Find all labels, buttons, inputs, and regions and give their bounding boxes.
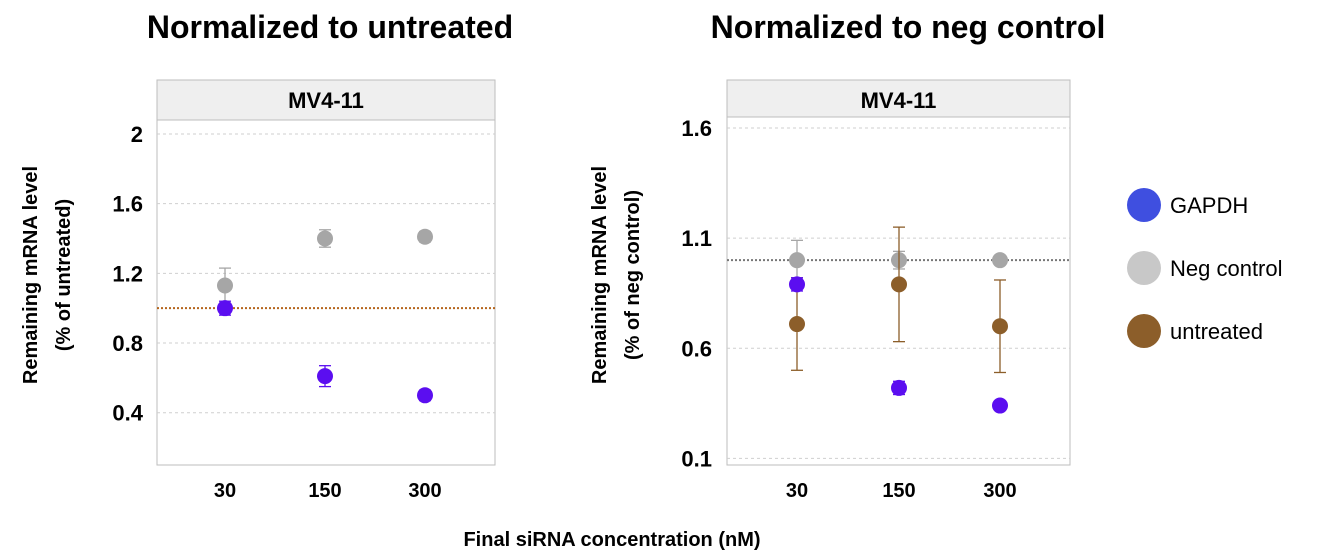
left-facet-label: MV4-11 <box>288 88 364 113</box>
left-x-tick-label: 30 <box>214 480 236 502</box>
legend-label: untreated <box>1170 319 1263 344</box>
right-point-untreated <box>789 316 805 333</box>
left-x-tick-label: 150 <box>308 480 341 502</box>
left-point-gapdh <box>217 300 233 317</box>
right-y-tick-label: 1.1 <box>681 226 712 251</box>
right-x-tick-label: 150 <box>882 480 915 502</box>
left-y-tick-label: 1.2 <box>112 261 143 286</box>
right-chart-title: Normalized to neg control <box>711 9 1106 45</box>
left-panel: MV4-11 0.4 0.8 1.2 1.6 2 30 150 300 Remaining mRN… <box>20 79 496 502</box>
legend-label: Neg control <box>1170 256 1283 281</box>
chart-panels: MV4-11 0.4 0.8 1.2 1.6 2 30 150 300 Remaining mRN… <box>20 79 1071 502</box>
right-panel: MV4-11 0.1 0.6 1.1 1.6 30 150 300 Remaining mRNA… <box>589 79 1071 502</box>
left-y-tick-label: 2 <box>131 122 143 147</box>
right-y-axis-label: (% of neg control) <box>622 190 644 360</box>
left-y-axis-label: (% of untreated) <box>53 199 75 351</box>
right-y-tick-label: 0.6 <box>681 336 712 361</box>
right-point-untreated <box>992 318 1008 335</box>
left-y-tick-label: 1.6 <box>112 192 143 217</box>
right-x-tick-label: 300 <box>983 480 1016 502</box>
shared-x-axis-label: Final siRNA concentration (nM) <box>463 529 760 551</box>
right-point-neg-control <box>992 252 1008 269</box>
left-point-gapdh <box>317 368 333 385</box>
left-y-tick-label: 0.4 <box>112 401 143 426</box>
left-x-tick-label: 300 <box>408 480 441 502</box>
left-y-axis-label: Remaining mRNA level <box>20 166 42 384</box>
left-point-neg-control <box>317 230 333 247</box>
left-plot-frame <box>156 79 496 466</box>
left-point-neg-control <box>217 277 233 294</box>
legend: GAPDH Neg control untreated <box>1127 188 1283 348</box>
right-point-neg-control <box>789 252 805 269</box>
right-facet-label: MV4-11 <box>861 88 937 113</box>
legend-swatch <box>1127 188 1161 222</box>
right-y-tick-label: 1.6 <box>681 116 712 141</box>
legend-swatch <box>1127 314 1161 348</box>
left-point-gapdh <box>417 387 433 404</box>
right-point-gapdh <box>891 379 907 396</box>
right-x-tick-label: 30 <box>786 480 808 502</box>
right-y-tick-label: 0.1 <box>681 446 712 471</box>
left-chart-title: Normalized to untreated <box>147 9 513 45</box>
legend-swatch <box>1127 251 1161 285</box>
legend-label: GAPDH <box>1170 193 1248 218</box>
left-y-tick-label: 0.8 <box>112 331 143 356</box>
left-point-neg-control <box>417 228 433 245</box>
left-facet-header <box>156 79 496 121</box>
right-point-gapdh <box>992 397 1008 414</box>
right-point-gapdh <box>789 276 805 293</box>
right-facet-header <box>726 79 1071 118</box>
right-point-untreated <box>891 276 907 293</box>
right-y-axis-label: Remaining mRNA level <box>589 166 611 384</box>
